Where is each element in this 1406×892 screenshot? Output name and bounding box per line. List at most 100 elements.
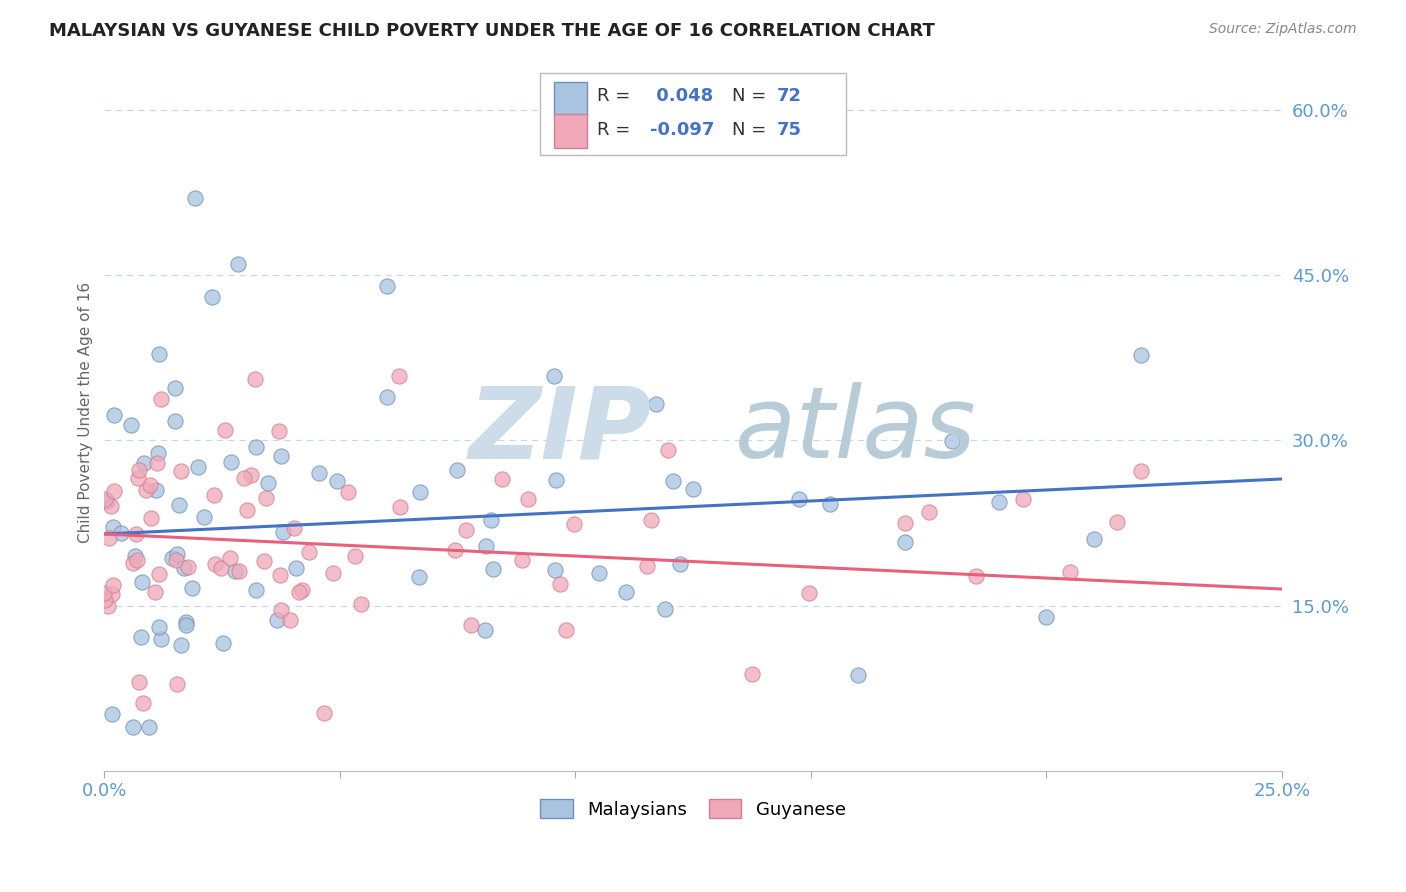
Text: MALAYSIAN VS GUYANESE CHILD POVERTY UNDER THE AGE OF 16 CORRELATION CHART: MALAYSIAN VS GUYANESE CHILD POVERTY UNDE… (49, 22, 935, 40)
Point (269, 567, 291, 582)
Point (256, 475, 278, 490)
Point (491, 472, 513, 486)
Point (97, 599, 120, 613)
Point (120, 417, 142, 432)
FancyBboxPatch shape (540, 73, 846, 155)
Point (308, 467, 330, 481)
Point (322, 566, 344, 581)
Point (122, 556, 145, 570)
Point (287, 584, 309, 599)
Point (228, 564, 250, 578)
Point (103, 520, 125, 534)
Point (204, 557, 226, 571)
Point (103, 483, 125, 498)
Point (614, 584, 637, 599)
Point (162, 550, 184, 565)
Text: N =: N = (733, 87, 772, 105)
Point (846, 668, 869, 682)
Point (254, 491, 277, 505)
Point (187, 460, 209, 475)
Point (94, 491, 117, 506)
Point (201, 290, 224, 304)
Point (640, 513, 662, 527)
Point (174, 617, 197, 632)
Point (131, 575, 153, 590)
Point (818, 497, 841, 511)
Text: atlas: atlas (734, 383, 976, 479)
Point (1035, 609, 1057, 624)
Point (170, 638, 193, 652)
Point (544, 473, 567, 487)
Point (243, 372, 266, 386)
Point (93, 586, 115, 600)
Point (101, 587, 124, 601)
Point (165, 552, 187, 566)
Point (894, 516, 917, 530)
Point (148, 620, 170, 634)
FancyBboxPatch shape (554, 114, 588, 148)
Point (96, 493, 118, 508)
Point (479, 513, 502, 527)
Text: Source: ZipAtlas.com: Source: ZipAtlas.com (1209, 22, 1357, 37)
Point (148, 347, 170, 361)
Point (1012, 492, 1035, 507)
Point (554, 623, 576, 637)
Point (636, 558, 658, 573)
Point (278, 613, 301, 627)
Text: ZIP: ZIP (470, 383, 652, 479)
Point (475, 539, 498, 553)
Point (193, 510, 215, 524)
Point (562, 517, 585, 532)
Point (100, 500, 122, 514)
Point (965, 569, 987, 583)
Point (326, 474, 349, 488)
Point (657, 443, 679, 458)
Text: -0.097: -0.097 (650, 121, 714, 139)
Point (97, 532, 120, 546)
Point (224, 564, 246, 578)
Point (94, 592, 117, 607)
Point (219, 551, 242, 566)
Point (138, 477, 160, 491)
Text: 72: 72 (776, 87, 801, 105)
Point (149, 632, 172, 647)
Point (166, 547, 188, 561)
Point (291, 582, 314, 597)
Point (645, 396, 668, 410)
Point (166, 677, 188, 691)
Point (253, 554, 276, 568)
Legend: Malaysians, Guyanese: Malaysians, Guyanese (533, 792, 853, 826)
Point (408, 484, 430, 499)
Point (270, 602, 292, 616)
Text: R =: R = (596, 121, 636, 139)
Point (285, 561, 308, 575)
Point (240, 467, 263, 482)
Point (148, 567, 170, 582)
Y-axis label: Child Poverty Under the Age of 16: Child Poverty Under the Age of 16 (79, 283, 93, 543)
Point (167, 498, 190, 512)
Point (235, 502, 257, 516)
Point (662, 474, 685, 488)
Point (543, 368, 565, 383)
Point (375, 390, 398, 404)
Point (129, 630, 152, 644)
Point (170, 464, 193, 478)
Point (446, 462, 468, 476)
Point (128, 463, 150, 477)
Point (444, 543, 467, 558)
Point (387, 368, 409, 383)
Point (988, 495, 1011, 509)
Point (482, 561, 505, 575)
Point (135, 483, 157, 498)
Point (654, 602, 676, 616)
Point (145, 456, 167, 470)
Point (226, 257, 249, 271)
Point (184, 191, 207, 205)
Point (131, 696, 153, 710)
Point (799, 586, 821, 600)
Point (214, 423, 236, 437)
Point (267, 425, 290, 439)
Point (202, 488, 225, 502)
Point (125, 527, 148, 541)
Point (314, 706, 336, 720)
